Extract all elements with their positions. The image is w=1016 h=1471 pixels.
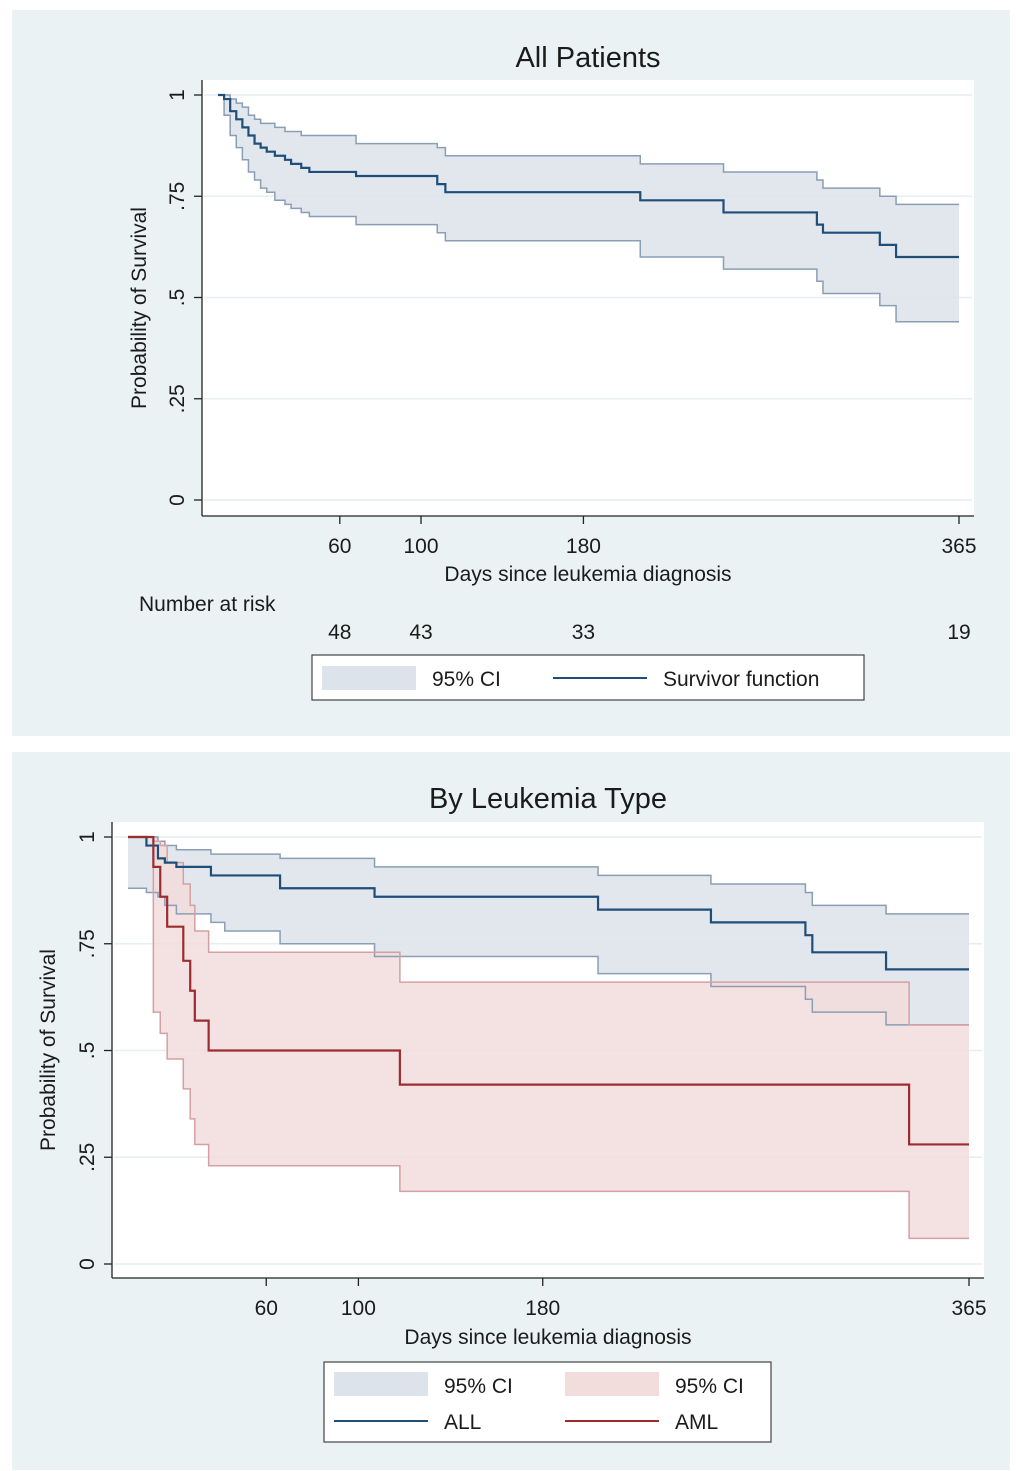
x-axis-label: Days since leukemia diagnosis	[444, 563, 731, 586]
legend-label-all: ALL	[444, 1411, 481, 1434]
x-tick-label-1: 100	[403, 535, 438, 558]
y-tick-label-4: 1	[76, 831, 99, 843]
chart-panel-all-patients: All Patients Probability of Survival Day…	[12, 10, 1010, 736]
legend-swatch-aml-ci	[565, 1372, 659, 1396]
y-axis-label: Probability of Survival	[37, 949, 60, 1151]
survival-line-aml	[128, 835, 969, 1146]
risk-count-2: 33	[572, 621, 595, 644]
ci-upper-aml	[128, 836, 969, 1026]
y-axis-label: Probability of Survival	[128, 207, 151, 409]
y-tick-label-1: .25	[76, 1143, 99, 1172]
legend-swatch-all-ci	[334, 1372, 428, 1396]
plot-layer	[114, 835, 982, 1265]
y-tick-label-0: 0	[166, 494, 189, 506]
chart-title: All Patients	[515, 42, 660, 74]
x-tick-label-2: 180	[566, 535, 601, 558]
legend-label-survivor: Survivor function	[663, 668, 819, 691]
survival-chart-by-leukemia-type: By Leukemia Type Probability of Survival…	[37, 783, 987, 1443]
risk-count-3: 19	[947, 621, 970, 644]
legend-label-all-ci: 95% CI	[444, 1375, 513, 1398]
y-tick-label-3: .75	[76, 929, 99, 958]
ci-upper-all	[128, 836, 969, 915]
x-tick-label-0: 60	[255, 1297, 278, 1320]
y-tick-label-0: 0	[76, 1258, 99, 1270]
risk-count-1: 43	[409, 621, 432, 644]
axes: 0 .25 .5 .75 1 60 100 180 365	[76, 822, 987, 1320]
y-tick-label-4: 1	[166, 89, 189, 101]
x-tick-label-3: 365	[941, 535, 976, 558]
x-axis-label: Days since leukemia diagnosis	[404, 1326, 691, 1349]
ci-lower-aml	[128, 836, 969, 1240]
risk-table-label: Number at risk	[139, 593, 276, 616]
ci-lower-survivor	[218, 94, 959, 323]
survival-line-survivor	[218, 93, 959, 259]
axes: 0 .25 .5 .75 1 60 100 180 365	[166, 80, 977, 558]
chart-title: By Leukemia Type	[429, 783, 667, 815]
risk-table-counts: 48 43 33 19	[328, 621, 971, 644]
legend-label-ci: 95% CI	[432, 668, 501, 691]
x-tick-label-1: 100	[341, 1297, 376, 1320]
legend-swatch-ci	[322, 666, 416, 690]
ci-band-survivor	[218, 95, 959, 322]
x-tick-label-0: 60	[328, 535, 351, 558]
chart-panel-by-leukemia-type: By Leukemia Type Probability of Survival…	[12, 752, 1010, 1470]
survival-chart-all-patients: All Patients Probability of Survival Day…	[128, 42, 977, 701]
ci-band-aml	[128, 837, 969, 1239]
plot-layer	[204, 93, 972, 501]
y-tick-label-3: .75	[166, 182, 189, 211]
x-tick-label-2: 180	[525, 1297, 560, 1320]
risk-count-0: 48	[328, 621, 351, 644]
y-tick-label-2: .5	[76, 1042, 99, 1060]
y-tick-label-1: .25	[166, 384, 189, 413]
x-tick-label-3: 365	[951, 1297, 986, 1320]
legend-label-aml: AML	[675, 1411, 718, 1434]
ci-upper-survivor	[218, 94, 959, 206]
legend-label-aml-ci: 95% CI	[675, 1375, 744, 1398]
y-tick-label-2: .5	[166, 289, 189, 307]
survival-line-all	[128, 835, 969, 971]
